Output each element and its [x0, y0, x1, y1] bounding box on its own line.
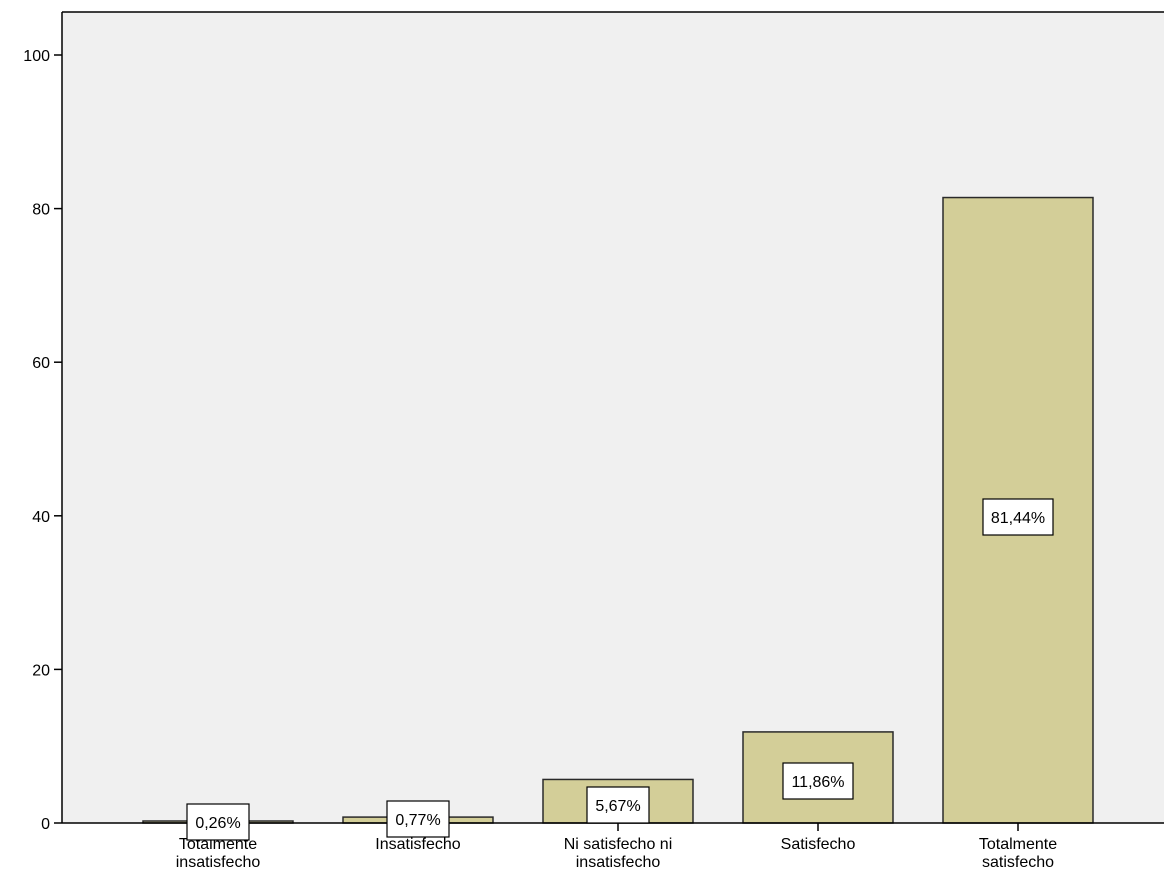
x-tick-label: Totalmente satisfecho: [979, 836, 1057, 871]
y-tick-label: 100: [23, 48, 50, 65]
data-label-box: [586, 786, 650, 824]
data-label-text: 5,67%: [595, 798, 640, 815]
data-label-box: [386, 800, 450, 838]
data-label-text: 0,26%: [195, 815, 240, 832]
y-tick-label: 60: [32, 355, 50, 372]
data-label-box: [186, 803, 250, 841]
data-label-box: [982, 498, 1054, 536]
data-label-box: [782, 762, 854, 800]
y-tick-label: 80: [32, 202, 50, 219]
x-tick-label: Totalmente insatisfecho: [176, 836, 261, 871]
x-tick-label: Satisfecho: [781, 836, 856, 853]
y-tick-label: 0: [41, 816, 50, 833]
data-label-text: 11,86%: [791, 774, 844, 791]
data-label: 0,77%: [386, 800, 450, 838]
y-tick-label: 40: [32, 509, 50, 526]
data-label: 5,67%: [586, 786, 650, 824]
data-label-text: 0,77%: [395, 812, 440, 829]
data-label: 81,44%: [982, 498, 1054, 536]
y-tick-label: 20: [32, 662, 50, 679]
data-label: 11,86%: [782, 762, 854, 800]
x-tick-label: Insatisfecho: [375, 836, 460, 853]
x-tick-label: Ni satisfecho ni insatisfecho: [564, 836, 673, 871]
data-label-text: 81,44%: [991, 510, 1045, 527]
data-label: 0,26%: [186, 803, 250, 841]
